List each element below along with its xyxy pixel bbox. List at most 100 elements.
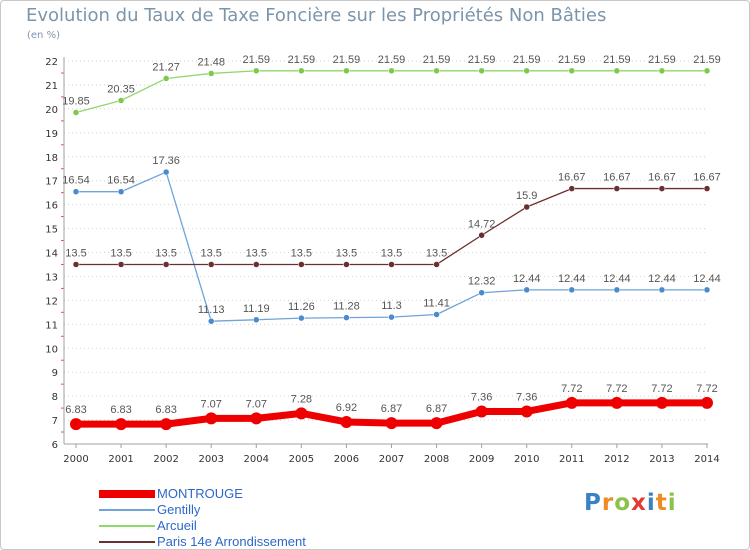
data-label: 21.59 [378, 54, 406, 66]
series-arcueil: 19.85 20.35 21.27 21.48 21.59 21.59 21.59 21.59… [62, 54, 721, 116]
data-point [523, 203, 530, 211]
y-tick-label: 21 [45, 81, 58, 92]
y-tick-label: 17 [45, 177, 58, 188]
data-point [478, 289, 485, 296]
data-point [523, 67, 530, 75]
data-point [703, 185, 711, 192]
data-label: 21.59 [603, 54, 631, 66]
x-tick-label: 2003 [198, 454, 223, 465]
data-point [343, 314, 350, 321]
data-point [613, 286, 621, 294]
legend-swatch [99, 509, 155, 511]
data-label: 7.72 [696, 383, 717, 395]
data-label: 21.27 [152, 61, 180, 73]
data-label: 21.59 [423, 54, 451, 66]
data-label: 12.44 [513, 273, 541, 285]
data-label: 7.72 [561, 383, 582, 395]
data-point [523, 286, 530, 294]
y-tick-label: 16 [45, 201, 58, 212]
data-label: 6.87 [426, 403, 447, 415]
data-point [250, 412, 263, 425]
x-tick-label: 2005 [289, 454, 314, 465]
data-label: 13.5 [110, 247, 131, 259]
data-label: 19.85 [62, 95, 90, 107]
series-paris-14e-arrondissement: 13.5 13.5 13.5 13.5 13.5 13.5 13.5 13.5 13.5 14.7… [65, 172, 721, 268]
data-label: 13.5 [201, 247, 222, 259]
data-label: 14.72 [468, 218, 496, 230]
data-point [160, 418, 173, 431]
data-point [658, 286, 666, 294]
logo-letter: r [601, 490, 615, 516]
x-tick-label: 2012 [604, 454, 629, 465]
data-label: 7.36 [471, 391, 492, 403]
y-tick-label: 14 [45, 249, 58, 260]
data-point [385, 417, 398, 430]
data-point [253, 67, 260, 75]
data-label: 7.36 [516, 391, 537, 403]
data-point [433, 67, 440, 75]
legend-label: Paris 14e Arrondissement [157, 534, 306, 549]
data-label: 21.48 [197, 56, 225, 68]
data-label: 21.59 [333, 54, 361, 66]
data-point [478, 232, 485, 239]
data-label: 21.59 [513, 54, 541, 66]
data-point [520, 405, 533, 418]
data-label: 16.54 [62, 175, 90, 187]
data-point [565, 396, 578, 409]
data-point [205, 412, 218, 425]
data-label: 13.5 [291, 247, 312, 259]
logo-letter: i [646, 490, 656, 516]
data-label: 15.9 [516, 190, 537, 202]
legend-swatch [99, 525, 155, 527]
data-point [295, 407, 308, 420]
data-point [298, 314, 305, 322]
x-tick-label: 2004 [244, 454, 269, 465]
y-tick-label: 13 [45, 272, 58, 283]
data-label: 7.07 [201, 398, 222, 410]
data-point [388, 261, 395, 268]
y-tick-label: 11 [45, 320, 58, 331]
legend-label: Gentilly [157, 502, 201, 517]
data-label: 16.67 [693, 172, 721, 184]
data-label: 16.54 [107, 175, 135, 187]
data-label: 13.5 [426, 247, 447, 259]
data-point [703, 67, 711, 75]
data-label: 11.41 [423, 297, 450, 309]
x-tick-label: 2014 [694, 454, 719, 465]
data-point [433, 311, 440, 318]
data-label: 16.67 [648, 172, 676, 184]
y-tick-label: 22 [45, 57, 58, 68]
data-label: 20.35 [107, 83, 135, 95]
data-point [253, 261, 260, 268]
data-label: 12.44 [648, 273, 676, 285]
legend-label: Arcueil [157, 518, 197, 533]
x-tick-label: 2007 [379, 454, 404, 465]
series-montrouge: 6.83 6.83 6.83 7.07 7.07 7.28 6.92 6.87 6.87 7.36… [65, 383, 718, 431]
data-point [298, 261, 305, 268]
data-point [72, 109, 80, 116]
data-label: 21.59 [468, 54, 496, 66]
x-tick-label: 2010 [514, 454, 539, 465]
logo-letter: t [655, 490, 668, 516]
data-label: 16.67 [603, 172, 631, 184]
data-point [655, 396, 668, 409]
x-tick-label: 2009 [469, 454, 494, 465]
data-point [72, 188, 80, 195]
logo-letter: x [631, 490, 647, 516]
y-tick-label: 20 [45, 105, 58, 116]
data-label: 21.59 [243, 54, 271, 66]
x-tick-label: 2006 [334, 454, 359, 465]
data-label: 21.59 [288, 54, 316, 66]
data-point [610, 396, 623, 409]
data-label: 6.83 [155, 404, 176, 416]
data-label: 12.44 [603, 273, 631, 285]
x-tick-label: 2013 [649, 454, 674, 465]
y-tick-label: 15 [45, 225, 58, 236]
data-point [207, 261, 215, 268]
y-tick-label: 19 [45, 129, 58, 140]
data-point [701, 396, 713, 409]
y-tick-label: 8 [52, 392, 58, 403]
data-point [70, 418, 82, 431]
legend-label: MONTROUGE [157, 486, 243, 501]
data-label: 11.28 [333, 301, 360, 313]
